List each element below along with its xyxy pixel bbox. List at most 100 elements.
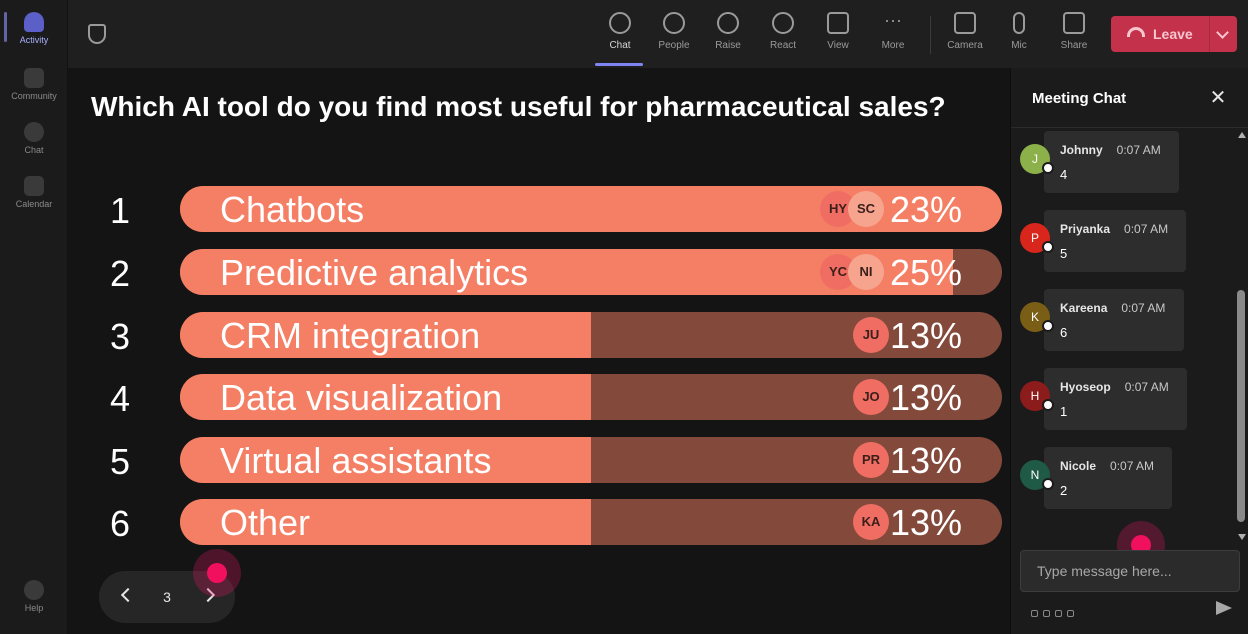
scroll-up-icon[interactable] — [1238, 132, 1246, 138]
message-text: 4 — [1060, 167, 1068, 182]
message-time: 0:07 AM — [1124, 222, 1169, 236]
rail-item-help[interactable]: Help — [0, 580, 68, 613]
voter-avatar: SC — [848, 191, 884, 227]
toolbar-raise-button[interactable]: Raise — [705, 10, 751, 60]
option-bar-fill — [180, 437, 591, 483]
poll-option-row: 4 Data visualization JO 13% — [68, 374, 1010, 420]
toolbar-label: Raise — [715, 40, 741, 51]
rail-item-calendar[interactable]: Calendar — [0, 176, 68, 209]
chat-icon — [609, 12, 631, 34]
rail-item-activity[interactable]: Activity — [0, 12, 68, 45]
people-icon — [663, 12, 685, 34]
message-header: Nicole 0:07 AM — [1060, 457, 1156, 475]
hand-icon — [717, 12, 739, 34]
option-rank: 2 — [109, 253, 131, 294]
share-icon — [1063, 12, 1085, 34]
option-percent: 13% — [889, 502, 962, 543]
format-toolbar — [1031, 604, 1079, 617]
toolbar-label: Camera — [947, 40, 983, 51]
option-bar: Virtual assistants PR 13% — [180, 437, 1002, 483]
rail-item-chat[interactable]: Chat — [0, 122, 68, 155]
option-rank: 1 — [109, 190, 131, 231]
toolbar-react-button[interactable]: React — [760, 10, 806, 60]
poll-results-stage: Which AI tool do you find most useful fo… — [68, 68, 1010, 634]
toolbar-share-button[interactable]: Share — [1051, 10, 1097, 60]
bell-icon — [24, 12, 44, 32]
rail-item-community[interactable]: Community — [0, 68, 68, 101]
chat-message-list[interactable]: Johnny 0:07 AM 4 J Priyanka 0:07 AM 5 P Ka… — [1011, 128, 1248, 542]
toolbar-more-button[interactable]: ··· More — [870, 10, 916, 60]
option-bar-fill — [180, 374, 591, 420]
presence-status-icon — [1042, 320, 1054, 332]
option-label: Chatbots — [220, 189, 365, 230]
option-bar-fill — [180, 312, 591, 358]
option-percent: 25% — [889, 252, 962, 293]
leave-label: Leave — [1153, 26, 1193, 42]
poll-option-row: 6 Other KA 13% — [68, 499, 1010, 545]
send-icon[interactable] — [1216, 601, 1232, 615]
option-bar: Predictive analytics YC NI 25% — [180, 249, 1002, 295]
voter-avatar: PR — [853, 442, 889, 478]
chat-message-input[interactable] — [1020, 550, 1240, 592]
message-header: Kareena 0:07 AM — [1060, 299, 1168, 317]
option-label: Other — [220, 502, 311, 543]
poll-option-row: 5 Virtual assistants PR 13% — [68, 437, 1010, 483]
option-percent: 13% — [889, 440, 962, 481]
camera-off-icon — [954, 12, 976, 34]
sender-name: Nicole — [1060, 459, 1097, 473]
message-bubble: Hyoseop 0:07 AM 1 — [1044, 368, 1187, 430]
option-label: Predictive analytics — [220, 252, 529, 293]
toolbar-label: React — [769, 40, 797, 51]
leave-button[interactable]: Leave — [1111, 16, 1237, 52]
avatar[interactable]: J — [1020, 144, 1050, 174]
voter-avatar: NI — [848, 254, 884, 290]
sender-name: Kareena — [1060, 301, 1108, 315]
chevron-down-icon[interactable] — [1209, 16, 1237, 52]
option-rank: 3 — [109, 316, 131, 357]
toolbar-label: Share — [1060, 40, 1088, 51]
message-bubble: Johnny 0:07 AM 4 — [1044, 131, 1179, 193]
close-icon[interactable]: ✕ — [1209, 87, 1227, 109]
message-text: 2 — [1060, 483, 1068, 498]
hang-up-icon — [1127, 27, 1145, 37]
poll-option-row: 3 CRM integration JU 13% — [68, 312, 1010, 358]
scrollbar-thumb[interactable] — [1237, 290, 1245, 522]
chat-scrollbar[interactable] — [1235, 130, 1247, 542]
scroll-down-icon[interactable] — [1238, 534, 1246, 540]
toolbar-camera-button[interactable]: Camera — [942, 10, 988, 60]
format-icon[interactable] — [1031, 610, 1038, 617]
toolbar-chat-button[interactable]: Chat — [595, 10, 643, 66]
calendar-icon — [24, 176, 44, 196]
toolbar-people-button[interactable]: People — [651, 10, 697, 60]
chat-title: Meeting Chat — [1032, 90, 1127, 107]
message-header: Johnny 0:07 AM — [1060, 141, 1163, 159]
avatar[interactable]: N — [1020, 460, 1050, 490]
message-text: 6 — [1060, 325, 1068, 340]
toolbar-divider — [930, 16, 931, 54]
message-header: Hyoseop 0:07 AM — [1060, 378, 1171, 396]
chevron-left-icon[interactable] — [120, 587, 136, 603]
message-time: 0:07 AM — [1116, 143, 1161, 157]
message-bubble: Priyanka 0:07 AM 5 — [1044, 210, 1186, 272]
option-bar: Chatbots HY SC 23% — [180, 186, 1002, 232]
toolbar-mic-button[interactable]: Mic — [996, 10, 1042, 60]
rail-item-label: Chat — [24, 145, 44, 155]
message-bubble: Nicole 0:07 AM 2 — [1044, 447, 1172, 509]
rail-item-label: Community — [11, 91, 57, 101]
chat-divider — [1011, 127, 1248, 128]
message-text: 5 — [1060, 246, 1068, 261]
option-bar: CRM integration JU 13% — [180, 312, 1002, 358]
sender-name: Hyoseop — [1060, 380, 1111, 394]
option-percent: 13% — [889, 377, 962, 418]
attach-icon[interactable] — [1043, 610, 1050, 617]
poll-option-row: 1 Chatbots HY SC 23% — [68, 186, 1010, 232]
toolbar-view-button[interactable]: View — [815, 10, 861, 60]
shield-icon[interactable] — [88, 24, 106, 44]
option-label: Virtual assistants — [220, 440, 492, 481]
gif-icon[interactable] — [1067, 610, 1074, 617]
presence-status-icon — [1042, 399, 1054, 411]
pointer-highlight — [193, 549, 241, 597]
emoji-icon[interactable] — [1055, 610, 1062, 617]
meeting-chat-panel: Meeting Chat ✕ Johnny 0:07 AM 4 J Priyank… — [1010, 68, 1248, 634]
help-icon — [24, 580, 44, 600]
